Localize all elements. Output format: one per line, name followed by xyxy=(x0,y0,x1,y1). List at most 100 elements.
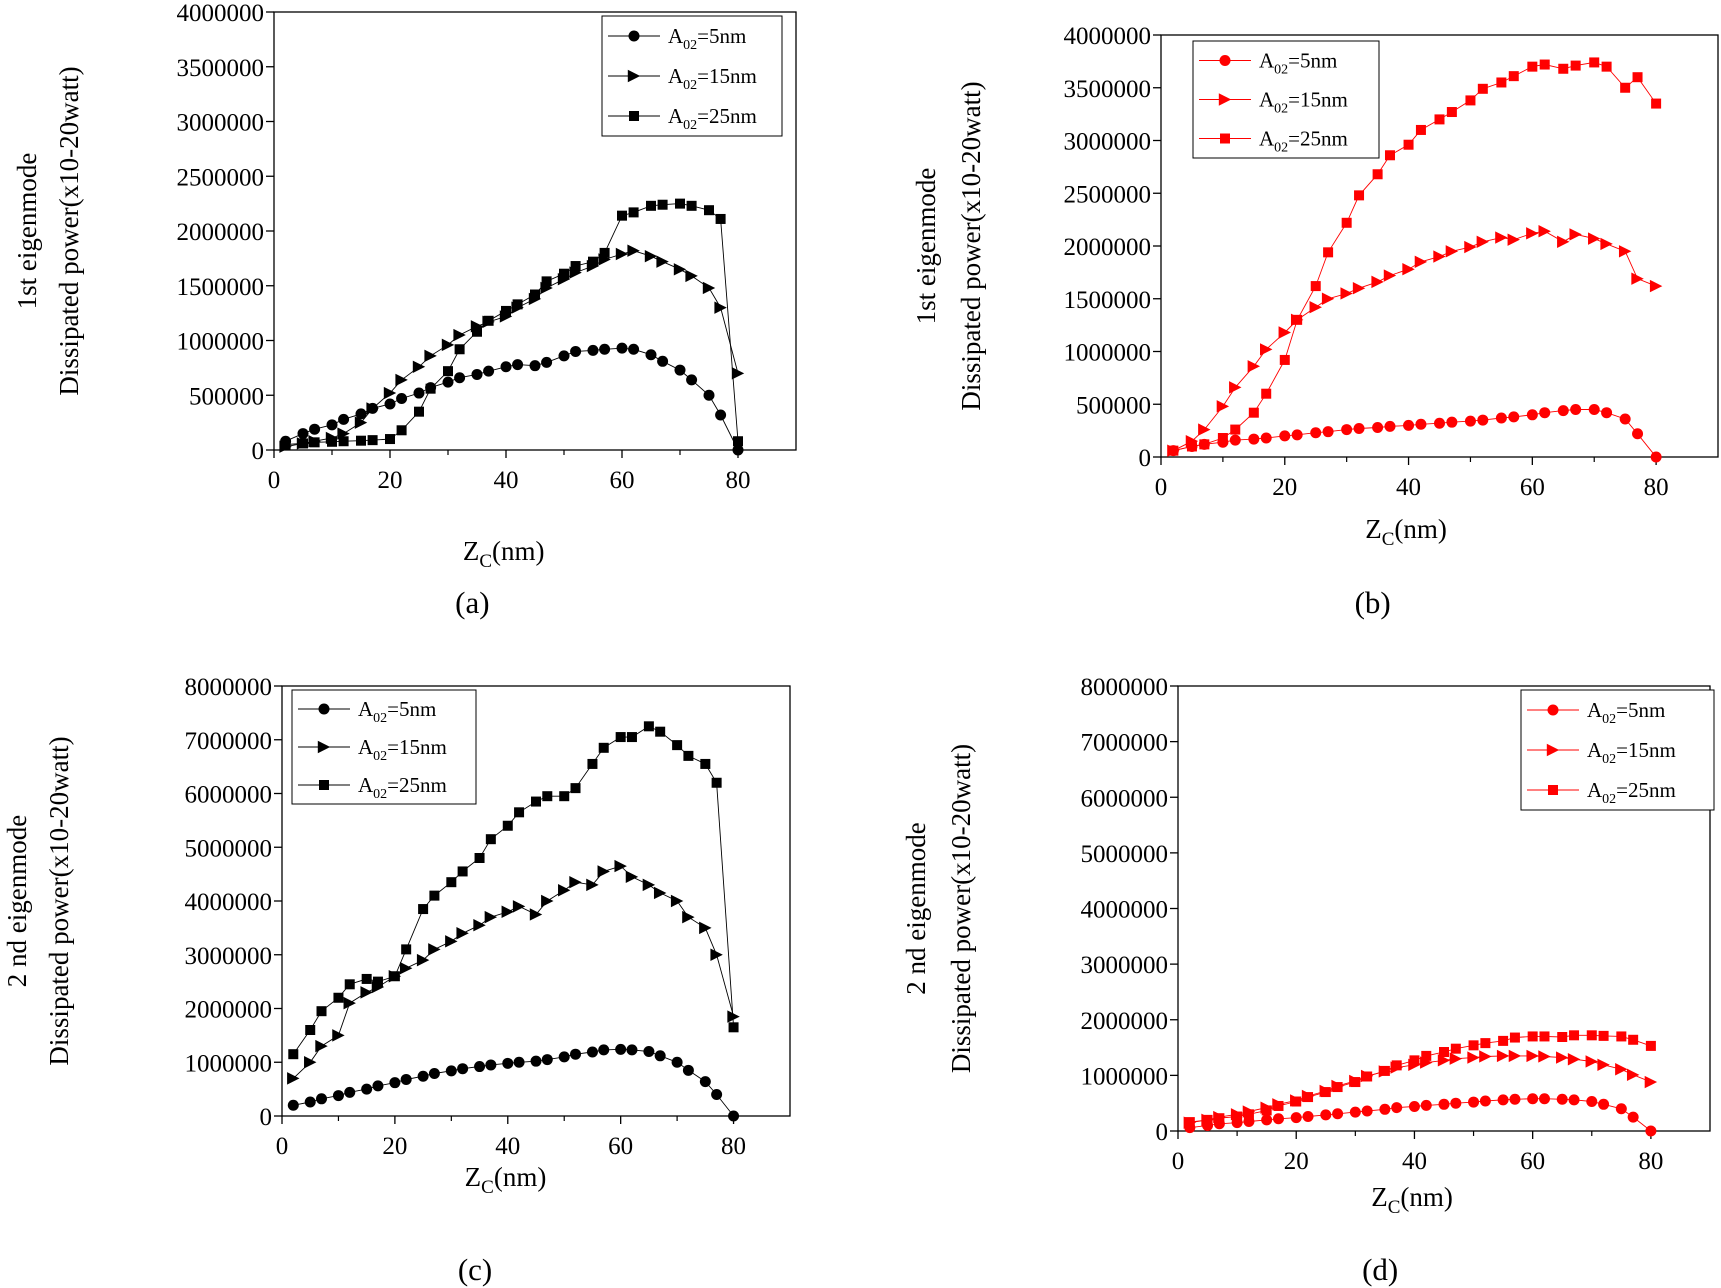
data-point xyxy=(1558,63,1569,74)
series-line xyxy=(1173,409,1657,458)
data-point xyxy=(474,1061,486,1073)
data-point xyxy=(1508,1049,1522,1063)
legend-entry: A02=25nm xyxy=(1199,127,1348,156)
data-point xyxy=(344,979,355,990)
y-axis-label-line-1: 2 nd eigenmode xyxy=(2,815,32,987)
data-point xyxy=(297,428,309,440)
data-point xyxy=(727,1010,740,1023)
data-point xyxy=(699,921,712,935)
data-point xyxy=(1361,1105,1373,1117)
data-point xyxy=(1495,412,1507,424)
data-point xyxy=(617,210,627,221)
data-point xyxy=(1323,247,1334,258)
legend-entry: A02=15nm xyxy=(1527,738,1676,767)
data-point xyxy=(456,927,469,940)
data-point xyxy=(1526,227,1539,240)
data-point xyxy=(1627,1111,1639,1123)
y-tick-label: 8000000 xyxy=(185,674,273,701)
data-point xyxy=(333,992,344,1003)
data-point xyxy=(366,402,379,415)
data-point xyxy=(1217,433,1228,444)
data-point xyxy=(418,904,429,915)
legend-label: A02=5nm xyxy=(1587,698,1665,727)
y-tick-label: 1000000 xyxy=(1081,1063,1169,1090)
data-point xyxy=(1261,1114,1273,1126)
legend-marker xyxy=(1218,93,1232,106)
data-point xyxy=(1279,354,1290,365)
data-point xyxy=(1601,407,1613,419)
y-tick-label: 1000000 xyxy=(1064,340,1152,367)
data-point xyxy=(1292,314,1303,325)
data-point xyxy=(1214,1113,1225,1124)
data-point xyxy=(1420,1099,1432,1111)
data-point xyxy=(657,355,669,367)
data-point xyxy=(1496,77,1507,88)
data-point xyxy=(453,328,466,342)
data-point xyxy=(361,973,372,984)
data-point xyxy=(714,301,727,314)
data-point xyxy=(570,345,582,357)
data-point xyxy=(425,383,436,394)
data-point xyxy=(1601,61,1612,72)
y-tick-label: 3000000 xyxy=(185,943,273,970)
data-point xyxy=(587,344,599,356)
legend: A02=5nm A02=15nm A02=25nm xyxy=(601,15,783,137)
legend-label: A02=5nm xyxy=(1259,49,1337,78)
data-point xyxy=(1598,1030,1609,1041)
data-point xyxy=(485,1059,497,1071)
series-square xyxy=(1184,1030,1656,1128)
data-point xyxy=(298,438,308,449)
data-point xyxy=(1243,1109,1254,1120)
data-point xyxy=(355,408,367,420)
data-point xyxy=(1437,1054,1451,1067)
data-point xyxy=(1600,237,1613,251)
data-point xyxy=(1341,217,1352,228)
chart-panel-b: 0 20 40 60 80 0 500000 1000000 1500000 2000000 250… xyxy=(911,23,1719,620)
legend-marker xyxy=(1547,704,1559,716)
y-tick-label: 1000000 xyxy=(177,329,265,356)
data-point xyxy=(485,834,496,845)
data-point xyxy=(1414,255,1428,269)
data-point xyxy=(1556,1051,1569,1064)
data-point xyxy=(1321,292,1335,305)
data-point xyxy=(332,1029,345,1042)
data-point xyxy=(457,1063,469,1075)
y-tick-label: 500000 xyxy=(1076,392,1151,419)
data-point xyxy=(704,205,714,216)
data-point xyxy=(625,870,639,884)
data-point xyxy=(483,365,495,377)
data-point xyxy=(1651,98,1662,109)
legend-entry: A02=25nm xyxy=(1527,778,1676,807)
y-tick-label: 7000000 xyxy=(1081,730,1169,757)
y-tick-label: 2000000 xyxy=(1081,1008,1169,1035)
data-point xyxy=(1538,1050,1551,1063)
legend-entry: A02=5nm xyxy=(1527,698,1665,727)
data-point xyxy=(1527,61,1538,72)
data-point xyxy=(1588,232,1601,245)
data-point xyxy=(1618,245,1632,258)
data-point xyxy=(1379,1065,1390,1076)
data-point xyxy=(1273,1100,1284,1111)
data-point xyxy=(626,732,637,743)
y-tick-label: 5000000 xyxy=(185,835,273,862)
y-tick-label: 8000000 xyxy=(1081,674,1169,701)
data-point xyxy=(1202,1114,1213,1125)
y-tick-label: 0 xyxy=(1156,1119,1169,1146)
data-point xyxy=(1379,1103,1391,1115)
data-point xyxy=(1495,231,1508,244)
x-tick-label: 60 xyxy=(1520,1148,1545,1175)
data-point xyxy=(1465,95,1476,106)
data-point xyxy=(597,865,610,878)
data-point xyxy=(1403,139,1414,150)
legend-label: A02=5nm xyxy=(668,24,746,53)
data-point xyxy=(1526,1049,1539,1063)
y-tick-label: 6000000 xyxy=(1081,785,1169,812)
data-point xyxy=(1619,413,1631,425)
data-point xyxy=(401,944,412,955)
data-point xyxy=(703,389,715,401)
data-point xyxy=(710,948,723,961)
data-point xyxy=(484,910,498,924)
data-point xyxy=(446,877,457,888)
data-point xyxy=(512,359,524,371)
data-point xyxy=(1232,1111,1243,1122)
